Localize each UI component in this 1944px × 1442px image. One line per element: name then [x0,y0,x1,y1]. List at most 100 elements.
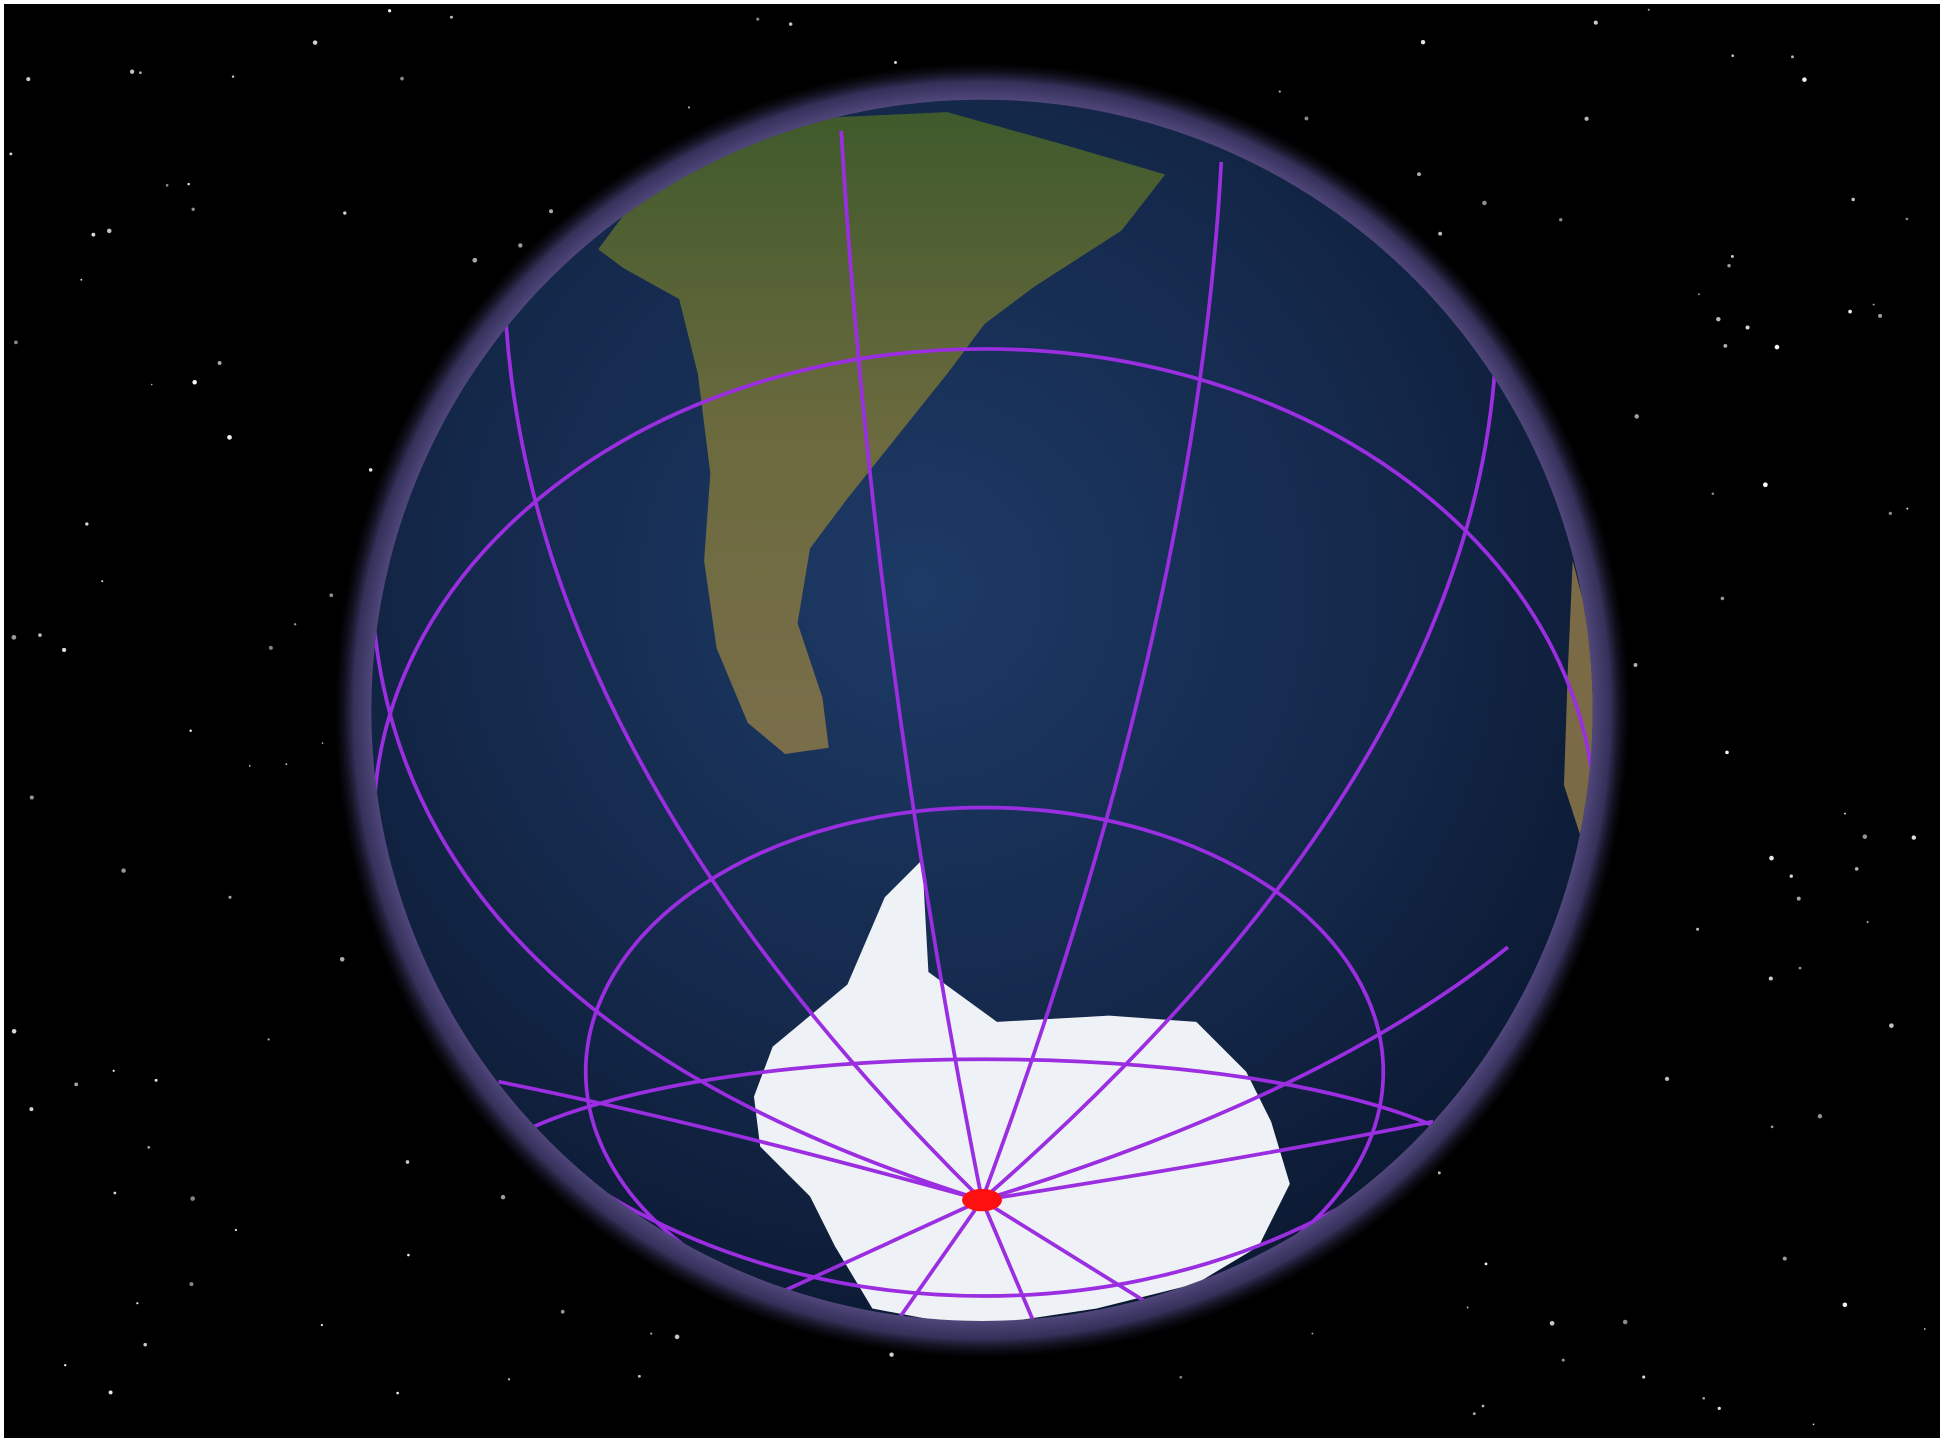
meridian [980,161,1224,1201]
meridian [981,1198,1148,1304]
star [231,75,235,78]
stars [9,8,1926,1426]
star [321,742,324,744]
star [1697,293,1700,296]
star [1717,1406,1721,1411]
star [1584,116,1589,121]
star [1311,1332,1314,1335]
star [637,1374,641,1378]
star [407,1253,410,1257]
star [1730,254,1734,258]
star [1812,1423,1815,1426]
star [1725,750,1729,755]
meridian [895,1199,984,1321]
star [687,106,691,109]
star [894,61,897,64]
star [1905,217,1909,221]
star [396,1391,399,1395]
star [147,1146,151,1149]
star [1791,55,1794,59]
star [91,232,96,237]
star [1696,927,1700,931]
star [1438,231,1443,236]
star [889,1352,894,1357]
star [139,71,142,75]
star [518,243,523,248]
star [165,184,169,187]
star [1727,264,1731,268]
star [1642,1375,1646,1379]
star [472,257,478,263]
star [1420,39,1426,45]
star [1843,812,1846,815]
star [1481,1404,1485,1408]
star [650,1332,653,1335]
star [312,40,318,45]
star [560,1309,565,1314]
star [29,795,34,800]
star [85,522,89,526]
star [106,228,112,234]
star [190,1196,195,1201]
star [1911,835,1916,840]
star [192,379,197,385]
star [320,1323,323,1327]
star [189,729,192,732]
star [1702,1396,1706,1400]
star [1482,200,1487,206]
meridian [771,1198,983,1298]
star [1763,482,1768,488]
star [143,1342,147,1347]
star [121,868,126,873]
star [400,76,404,81]
meridian [498,1079,983,1202]
star [1782,1256,1787,1261]
star [1437,1171,1441,1175]
star [1842,1302,1848,1308]
star [1796,896,1801,901]
star [1774,344,1780,350]
star [1769,855,1774,861]
star [1720,596,1725,601]
meridian [981,1119,1434,1202]
star [1549,1320,1555,1326]
meridian [980,1199,1037,1321]
star [63,1363,67,1367]
star [1716,316,1721,322]
star [74,1082,79,1087]
star [228,895,232,899]
star [1866,921,1869,924]
star [14,340,18,345]
star [113,1191,117,1195]
star [217,361,222,365]
star [1723,343,1728,348]
star [1484,1262,1488,1266]
star [368,468,373,472]
star [788,22,793,26]
star [1417,172,1421,177]
star [112,1069,115,1072]
star [1851,197,1855,202]
star [1872,303,1875,306]
graticule [371,130,1593,1321]
star [1561,1358,1565,1362]
star [248,764,251,767]
pole-marker [962,1188,1002,1212]
star [756,17,760,21]
star [387,9,392,13]
star [1559,218,1563,222]
star [1633,663,1638,667]
star [154,1078,158,1082]
star [339,956,345,962]
south-america [598,112,1166,754]
star [136,1302,139,1305]
star [29,1107,34,1112]
star [1802,77,1807,82]
star [80,278,83,281]
star [108,1390,113,1395]
star [9,152,13,156]
ocean [371,99,1593,1321]
star [549,209,553,214]
